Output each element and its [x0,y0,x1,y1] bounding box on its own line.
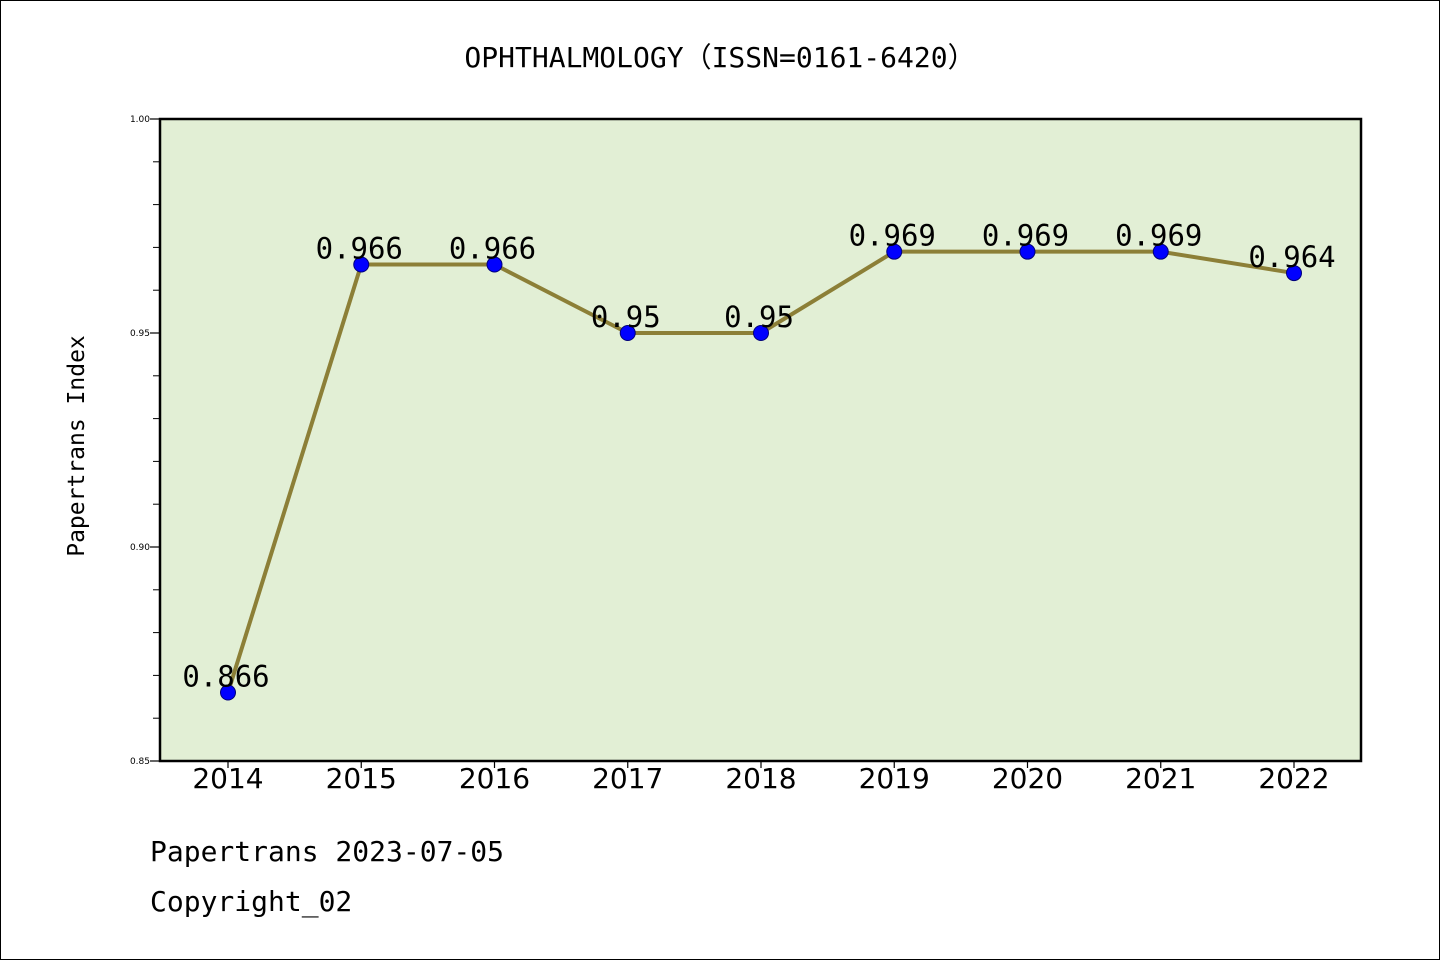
series-layer: 0.866 0.966 0.966 0.95 0.95 0.969 0.969 0.969 0.… [182,219,1336,701]
footer-date: Papertrans 2023-07-05 [150,835,505,868]
data-point [486,256,503,273]
x-tick-label: 2020 [992,762,1063,795]
data-point [1286,265,1302,282]
data-point [353,256,370,273]
data-label: 0.95 [591,300,661,334]
x-tick-label: 2021 [1125,762,1196,795]
data-point [1019,243,1036,260]
data-label: 0.969 [982,219,1069,253]
data-point [619,325,636,341]
x-tick-label: 2016 [459,762,530,795]
data-label: 0.95 [724,300,794,334]
footer-copyright: Copyright_02 [150,885,353,918]
y-axis-label: Papertrans Index [64,335,90,557]
data-label: 0.969 [1115,219,1202,253]
chart-title: OPHTHALMOLOGY（ISSN=0161-6420） [464,41,975,74]
data-label: 0.966 [316,232,403,266]
x-tick-label: 2018 [725,762,796,795]
y-tick-label: 0.95 [130,329,150,339]
data-point [886,243,903,260]
x-tick-label: 2015 [326,762,397,795]
plot-border [158,117,1363,763]
data-point [753,325,769,341]
y-tick-label: 0.85 [130,757,150,767]
x-tick-label: 2014 [192,762,263,795]
x-tick-label: 2019 [859,762,930,795]
x-tick-label: 2022 [1258,762,1329,795]
x-axis: 2014 2015 2016 2017 2018 2019 2020 2021 2022 [192,761,1330,795]
y-tick-label: 0.90 [130,543,150,553]
data-label: 0.966 [449,232,536,266]
data-label: 0.866 [182,660,269,694]
plot-area [160,119,1361,761]
x-tick-label: 2017 [592,762,663,795]
data-label: 0.964 [1248,240,1335,274]
y-tick-label: 1.00 [130,115,150,125]
data-point [220,684,236,701]
data-point [1152,243,1169,260]
data-label: 0.969 [849,219,936,253]
y-axis: 0.85 0.90 0.95 1.00 [130,115,160,767]
